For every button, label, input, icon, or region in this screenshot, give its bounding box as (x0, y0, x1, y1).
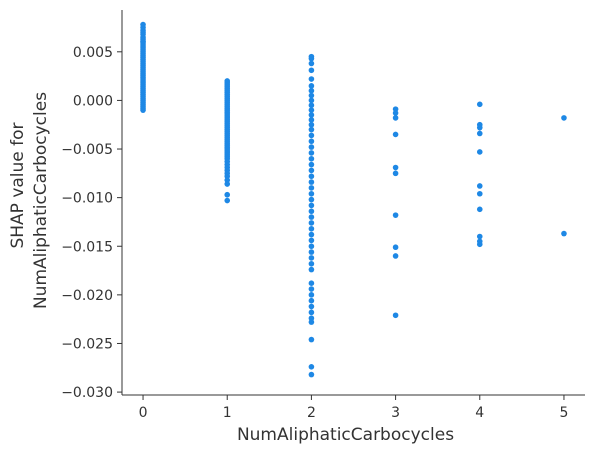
y-tick-label: −0.025 (61, 336, 113, 352)
data-point (309, 208, 315, 214)
data-point (393, 244, 399, 250)
data-point (309, 88, 315, 94)
data-point (309, 364, 315, 370)
data-point (309, 112, 315, 118)
data-point (393, 171, 399, 177)
data-point (477, 125, 483, 131)
data-point (309, 102, 315, 108)
data-point (309, 220, 315, 226)
data-point (309, 310, 315, 316)
data-point (309, 238, 315, 244)
x-tick-label: 4 (475, 405, 484, 421)
data-point (309, 337, 315, 343)
data-point (140, 107, 146, 113)
x-axis-ticks: 0 1 2 3 4 5 (139, 395, 569, 421)
x-tick-label: 2 (307, 405, 316, 421)
data-point (309, 67, 315, 73)
x-tick-label: 5 (559, 405, 568, 421)
data-point (309, 61, 315, 67)
y-tick-label: −0.010 (61, 191, 113, 207)
data-point (309, 197, 315, 203)
y-tick-label: 0.000 (73, 93, 113, 109)
y-tick-label: −0.030 (61, 385, 113, 401)
data-point (309, 168, 315, 174)
x-tick-label: 3 (391, 405, 400, 421)
data-point (309, 298, 315, 304)
data-point (309, 214, 315, 220)
data-point (477, 242, 483, 248)
data-point (309, 138, 315, 144)
data-point (477, 207, 483, 213)
data-point (477, 149, 483, 155)
data-point (309, 185, 315, 191)
data-point (309, 107, 315, 113)
x-axis-label: NumAliphaticCarbocycles (237, 425, 454, 445)
data-point (224, 198, 230, 204)
data-point (393, 165, 399, 171)
data-point (561, 115, 567, 121)
y-tick-label: −0.020 (61, 288, 113, 304)
data-point (309, 98, 315, 104)
data-point (309, 93, 315, 99)
y-axis-label-line-1: SHAP value for (8, 122, 28, 248)
y-tick-label: −0.015 (61, 239, 113, 255)
y-tick-label: −0.005 (61, 142, 113, 158)
data-point (309, 76, 315, 82)
data-point (309, 144, 315, 150)
data-point (309, 304, 315, 310)
data-point (309, 56, 315, 62)
data-point (309, 191, 315, 197)
data-point (309, 267, 315, 273)
data-point (224, 192, 230, 198)
data-point (393, 132, 399, 138)
data-point (309, 203, 315, 209)
x-tick-label: 1 (223, 405, 232, 421)
y-axis-ticks: 0.005 0.000 −0.005 −0.010 −0.015 −0.020 −0.025… (61, 45, 122, 401)
data-point (309, 127, 315, 133)
data-point (477, 234, 483, 240)
data-point (309, 372, 315, 378)
y-axis-label-line-2: NumAliphaticCarbocycles (31, 92, 51, 309)
data-point (309, 162, 315, 168)
data-point (309, 232, 315, 238)
data-point (477, 191, 483, 197)
data-point (393, 110, 399, 116)
data-point (477, 131, 483, 137)
data-point (309, 286, 315, 292)
data-point (309, 249, 315, 255)
data-point (309, 156, 315, 162)
data-point (309, 226, 315, 232)
data-point (309, 83, 315, 89)
data-point (309, 133, 315, 139)
data-point (393, 212, 399, 218)
y-tick-label: 0.005 (73, 45, 113, 61)
data-point (309, 150, 315, 156)
data-point (309, 243, 315, 249)
data-point (309, 255, 315, 261)
data-point (309, 122, 315, 128)
data-point (309, 117, 315, 123)
data-point (309, 319, 315, 325)
data-point (477, 183, 483, 189)
x-tick-label: 0 (139, 405, 148, 421)
data-point (393, 115, 399, 121)
data-point (393, 312, 399, 318)
data-point (561, 231, 567, 237)
data-point (477, 102, 483, 108)
data-point (309, 292, 315, 298)
data-point (309, 261, 315, 267)
data-point (309, 173, 315, 179)
data-point (309, 179, 315, 185)
data-point (224, 181, 230, 187)
data-point (309, 280, 315, 286)
data-point (393, 253, 399, 259)
data-points (140, 22, 567, 378)
